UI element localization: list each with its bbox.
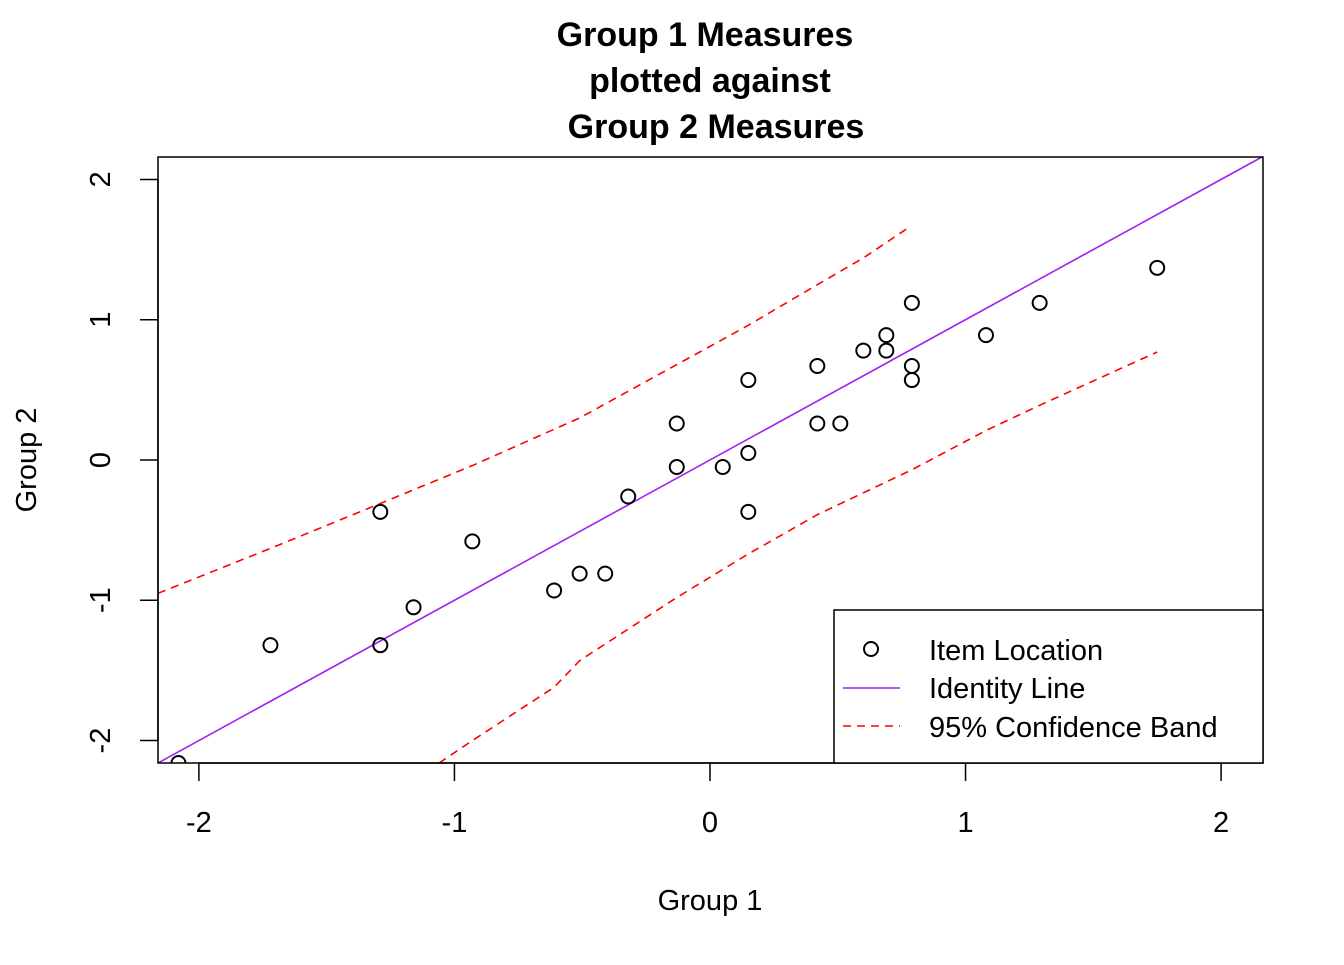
x-tick-label: 0: [702, 807, 718, 839]
data-point: [668, 459, 685, 476]
y-tick-label: -1: [85, 587, 117, 613]
x-axis-label: Group 1: [658, 885, 763, 917]
legend-label-confidence-band: 95% Confidence Band: [929, 712, 1218, 744]
legend-box: [833, 609, 1264, 764]
data-point: [809, 415, 826, 432]
data-point: [668, 415, 685, 432]
data-point: [977, 327, 994, 344]
data-point: [405, 599, 422, 616]
y-axis-label: Group 2: [11, 408, 43, 513]
data-point: [372, 503, 389, 520]
data-point: [832, 415, 849, 432]
data-point: [597, 565, 614, 582]
data-point: [714, 459, 731, 476]
data-point: [809, 358, 826, 375]
legend: Item Location Identity Line 95% Confiden…: [833, 609, 1264, 764]
x-tick-label: -2: [186, 807, 212, 839]
data-point: [546, 582, 563, 599]
legend-label-item-location: Item Location: [929, 635, 1103, 667]
data-point: [878, 342, 895, 359]
data-point: [903, 358, 920, 375]
confidence-band-upper: [158, 226, 910, 595]
data-point: [1031, 294, 1048, 311]
chart-title-line-1: Group 1 Measures: [557, 16, 854, 54]
data-point: [903, 294, 920, 311]
y-axis: -2 -1 0 1 2: [85, 171, 159, 754]
x-tick-label: 1: [957, 807, 973, 839]
data-point: [740, 372, 757, 389]
y-tick-label: 0: [85, 452, 117, 468]
x-tick-label: 2: [1213, 807, 1229, 839]
data-point: [571, 565, 588, 582]
data-point: [464, 533, 481, 550]
confidence-band-lower: [438, 351, 1158, 763]
x-tick-label: -1: [442, 807, 468, 839]
data-point: [740, 444, 757, 461]
data-point: [1149, 259, 1166, 276]
identity-line: [158, 157, 1263, 763]
data-point: [740, 503, 757, 520]
x-axis: -2 -1 0 1 2: [186, 762, 1229, 839]
y-tick-label: -2: [85, 728, 117, 754]
legend-label-identity-line: Identity Line: [929, 673, 1085, 705]
data-point: [170, 755, 187, 763]
legend-point-marker: [863, 641, 879, 657]
y-tick-label: 1: [85, 312, 117, 328]
chart-title-line-3: Group 2 Measures: [568, 108, 865, 146]
data-point: [372, 637, 389, 654]
data-point: [878, 327, 895, 344]
data-point: [855, 342, 872, 359]
data-point: [620, 488, 637, 505]
data-point: [903, 372, 920, 389]
chart-title-line-2: plotted against: [589, 62, 831, 100]
y-tick-label: 2: [85, 171, 117, 187]
data-point: [262, 637, 279, 654]
